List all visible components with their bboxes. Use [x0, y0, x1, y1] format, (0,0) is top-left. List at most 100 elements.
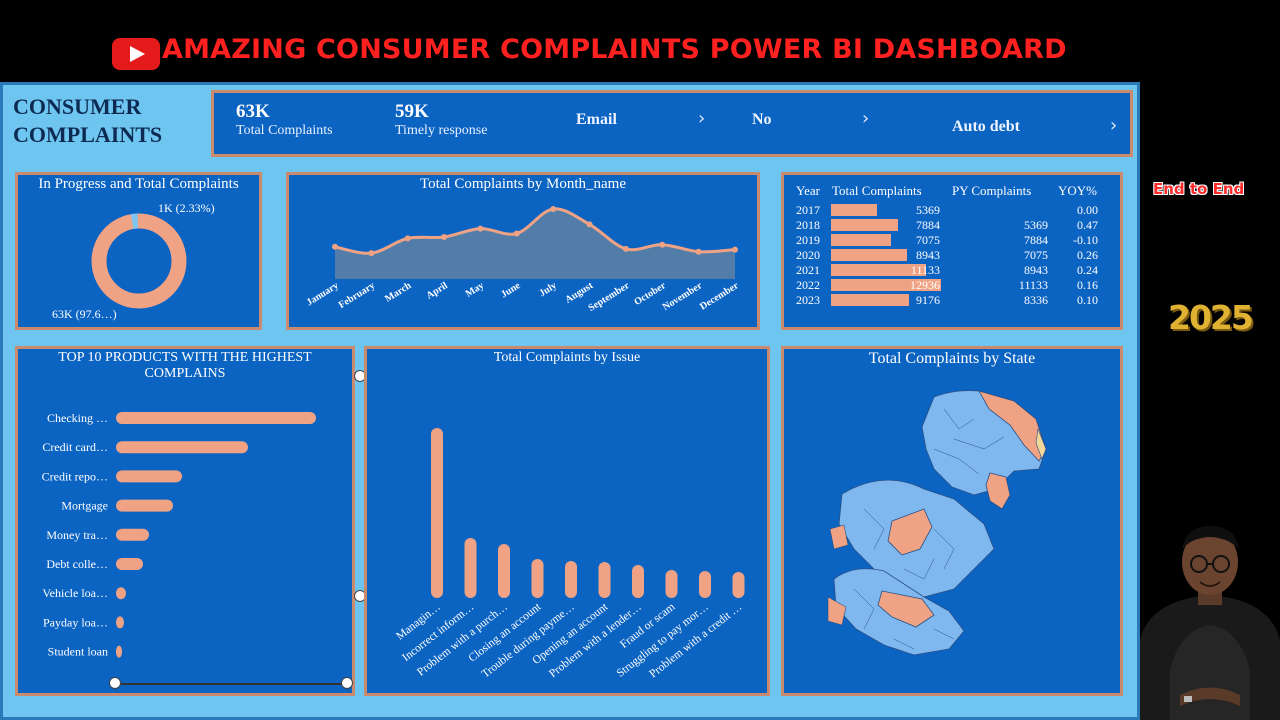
py-cell: 7075: [1024, 248, 1048, 262]
end-to-end-tag: End to End: [1153, 180, 1245, 198]
slicer-value: No: [752, 111, 772, 128]
product-label: Student loan: [48, 645, 108, 659]
resize-handle[interactable]: [109, 677, 121, 689]
yoy-cell: 0.00: [1077, 203, 1098, 217]
product-bar[interactable]: [116, 470, 182, 483]
yoy-cell: 0.26: [1077, 248, 1098, 262]
issue-bar[interactable]: [565, 561, 577, 598]
yoy-cell: 0.16: [1077, 278, 1098, 292]
column-header[interactable]: Year: [796, 183, 820, 198]
table-row[interactable]: 2022 12936 11133 0.16: [792, 278, 1110, 293]
dashboard-title: CONSUMER COMPLAINTS: [13, 94, 163, 147]
issue-bar[interactable]: [665, 570, 678, 598]
issue-bar[interactable]: [699, 571, 711, 598]
map-region-north-east: [978, 390, 1047, 462]
table-row[interactable]: 2019 7075 7884 -0.10: [792, 233, 1110, 248]
month-series-line: [334, 207, 736, 255]
month-point[interactable]: [477, 225, 484, 232]
month-point[interactable]: [441, 234, 448, 240]
issue-bar[interactable]: [531, 559, 544, 598]
month-point[interactable]: [404, 235, 411, 242]
month-point[interactable]: [732, 246, 738, 253]
map-county-lines: [853, 408, 1005, 650]
state-map-panel: Total Complaints by State: [781, 346, 1123, 696]
product-bar[interactable]: [116, 616, 124, 629]
map-region-central-hot: [887, 508, 933, 556]
month-tick-label: September: [587, 280, 632, 314]
table-row[interactable]: 2021 11133 8943 0.24: [792, 263, 1110, 278]
table-row[interactable]: 2023 9176 8336 0.10: [792, 293, 1110, 308]
month-tick-label: May: [464, 280, 486, 300]
table-row[interactable]: 2020 8943 7075 0.26: [792, 248, 1110, 263]
month-point[interactable]: [695, 248, 702, 255]
data-bar: [831, 249, 908, 261]
yoy-cell: 0.24: [1077, 263, 1098, 277]
month-point[interactable]: [586, 221, 593, 228]
issue-bar[interactable]: [498, 544, 510, 598]
state-filled-map[interactable]: [784, 349, 1120, 693]
product-bar[interactable]: [116, 499, 173, 512]
product-bar[interactable]: [116, 441, 248, 454]
total-cell: 8943: [916, 248, 940, 262]
youtube-icon: [112, 38, 160, 70]
month-point[interactable]: [659, 241, 666, 248]
yoy-cell: 0.10: [1077, 293, 1098, 307]
donut-slice-in-progress: [91, 213, 187, 309]
product-bar[interactable]: [116, 645, 122, 658]
month-tick-label: July: [537, 280, 558, 299]
month-point[interactable]: [622, 245, 629, 252]
issue-bar[interactable]: [598, 562, 611, 598]
product-bar[interactable]: [116, 412, 316, 424]
py-cell: 11133: [1018, 278, 1048, 292]
table-row[interactable]: 2018 7884 5369 0.47: [792, 218, 1110, 233]
month-point[interactable]: [513, 230, 520, 237]
total-cell: 9176: [916, 293, 940, 307]
chevron-right-icon[interactable]: ›: [862, 108, 870, 129]
year-cell: 2021: [796, 263, 820, 277]
month-point[interactable]: [368, 250, 375, 257]
issue-bar[interactable]: [732, 572, 745, 598]
table-row[interactable]: 2017 5369 0.00: [792, 203, 1110, 218]
total-cell: 5369: [916, 203, 940, 217]
product-bar[interactable]: [116, 558, 143, 570]
column-header[interactable]: PY Complaints: [952, 183, 1032, 198]
year-cell: 2017: [796, 203, 820, 217]
issue-chart-title: Total Complaints by Issue: [493, 350, 641, 365]
issue-bar[interactable]: [464, 538, 477, 598]
map-region-peninsula: [985, 472, 1011, 510]
month-point[interactable]: [332, 243, 338, 250]
state-map-title: Total Complaints by State: [868, 350, 1036, 367]
data-bar: [831, 279, 941, 291]
product-bar[interactable]: [116, 528, 149, 541]
kpi-value: 63K: [236, 101, 270, 122]
kpi-label: Timely response: [395, 123, 488, 138]
issue-bar[interactable]: [632, 565, 644, 598]
column-header[interactable]: Total Complaints: [832, 183, 922, 198]
issue-bar[interactable]: [431, 428, 443, 598]
donut-big-label: 63K (97.6…): [52, 307, 117, 321]
product-label: Checking …: [47, 411, 108, 425]
month-tick-label: June: [499, 280, 523, 301]
issue-bar-chart: Managin…Incorrect inform…Problem with a …: [394, 428, 745, 681]
product-label: Credit card…: [42, 440, 108, 454]
column-header[interactable]: YOY%: [1058, 183, 1097, 198]
total-cell: 11133: [910, 263, 940, 277]
month-tick-label: April: [425, 280, 450, 302]
kpi-timely-response: 59K Timely response: [395, 101, 487, 139]
chevron-right-icon[interactable]: ›: [698, 108, 706, 129]
product-label: Debt colle…: [46, 557, 108, 571]
chevron-right-icon[interactable]: ›: [1110, 115, 1118, 136]
product-bar[interactable]: [116, 587, 126, 600]
month-point[interactable]: [550, 206, 557, 212]
products-panel: TOP 10 PRODUCTS WITH THE HIGHEST COMPLAI…: [15, 346, 355, 696]
product-label: Mortgage: [61, 499, 108, 513]
resize-handle[interactable]: [341, 677, 353, 689]
data-bar: [831, 264, 926, 276]
year-tag: 2025: [1168, 298, 1254, 337]
donut-panel: In Progress and Total Complaints 1K (2.3…: [15, 172, 262, 330]
year-cell: 2019: [796, 233, 820, 247]
product-label: Money tra…: [46, 528, 108, 542]
banner-title: AMAZING CONSUMER COMPLAINTS POWER BI DAS…: [162, 34, 1067, 65]
video-banner: AMAZING CONSUMER COMPLAINTS POWER BI DAS…: [0, 0, 1280, 82]
